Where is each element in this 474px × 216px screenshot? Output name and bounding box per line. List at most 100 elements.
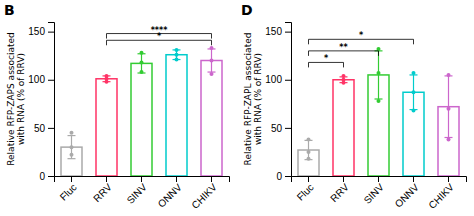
tick-mark: [413, 176, 414, 182]
figure: FlucRRVSINVONNVCHIKV050100150Relative RF…: [0, 0, 474, 216]
dot: [447, 73, 451, 77]
dot: [140, 51, 144, 55]
plot: Fluc RRV SINVONNVCHIKV 0 50 100 150Relative RF…: [243, 23, 467, 211]
dot: [307, 137, 311, 141]
tick: 100: [265, 74, 291, 85]
tick-mark: [48, 128, 54, 129]
tick-label: RRV: [91, 181, 114, 204]
error-bar: [68, 136, 76, 159]
tick-label: 50: [271, 123, 283, 134]
tick: ONNV: [393, 176, 421, 210]
panel: FlucRRVSINVONNVCHIKV050100150Relative RF…: [4, 2, 230, 211]
tick-label: SINV: [125, 181, 150, 206]
dot: [175, 58, 179, 62]
tick: SINV: [125, 176, 150, 206]
marks: [298, 39, 459, 176]
tick-mark: [378, 176, 379, 182]
tick-mark: [285, 176, 291, 177]
tick-label: 0: [276, 171, 282, 182]
bar: [201, 61, 222, 177]
tick-label: 100: [265, 74, 282, 85]
tick: 150: [28, 26, 54, 37]
y-axis-title: Relative RFP-ZAPL associatedwith RNA (% …: [243, 33, 263, 166]
tick-label: Fluc: [58, 182, 79, 203]
axis-line: [48, 23, 55, 177]
significance-label: *: [157, 32, 162, 41]
tick: Fluc: [295, 176, 316, 203]
tick: Fluc: [58, 176, 79, 203]
tick-label: SINV: [362, 181, 387, 206]
tick-label: 50: [34, 123, 46, 134]
y-axis: 0 50 100 150: [28, 23, 54, 182]
dot: [412, 109, 416, 113]
bar: [298, 150, 319, 176]
dot: [307, 157, 311, 161]
y-axis: 0 50 100 150: [265, 23, 291, 182]
tick-mark: [285, 32, 291, 33]
axis-line: [285, 23, 292, 177]
tick-mark: [308, 176, 309, 182]
tick: RRV: [91, 176, 114, 204]
dot: [70, 145, 74, 149]
dot: [210, 59, 214, 63]
plot: FlucRRVSINVONNVCHIKV050100150Relative RF…: [6, 23, 230, 211]
tick: 0: [276, 171, 291, 182]
tick-mark: [106, 176, 107, 182]
tick: CHIKV: [426, 176, 456, 211]
significance-label: **: [339, 43, 348, 52]
dot: [175, 48, 179, 52]
dot: [412, 71, 416, 75]
marks: [61, 34, 222, 176]
dot: [447, 107, 451, 111]
tick-label: ONNV: [156, 181, 184, 209]
tick-mark: [48, 32, 54, 33]
bar: [96, 79, 117, 176]
dot: [412, 90, 416, 94]
tick-mark: [48, 176, 54, 177]
tick: 150: [265, 26, 291, 37]
significance-label: *: [359, 31, 364, 40]
dot: [70, 153, 74, 157]
dot: [175, 53, 179, 57]
tick-mark: [285, 128, 291, 129]
error-cap: [68, 135, 76, 136]
tick-label: RRV: [328, 181, 351, 204]
dot: [377, 99, 381, 103]
tick: 100: [28, 74, 54, 85]
x-axis: Fluc RRV SINVONNVCHIKV: [292, 176, 467, 211]
tick-label: 150: [28, 26, 45, 37]
error-bar: [208, 49, 216, 72]
tick-mark: [141, 176, 142, 182]
dot: [342, 74, 346, 78]
error-bar: [410, 75, 418, 110]
panel: Fluc RRV SINVONNVCHIKV 0 50 100 150Relative RF…: [241, 2, 467, 211]
significance-label: *: [324, 54, 329, 63]
tick-mark: [343, 176, 344, 182]
error-cap: [68, 158, 76, 159]
tick-mark: [48, 80, 54, 81]
tick-mark: [285, 80, 291, 81]
panel-title: D: [241, 2, 253, 18]
tick-label: 100: [28, 74, 45, 85]
tick: 50: [271, 123, 291, 134]
bar: [131, 63, 152, 176]
axis-line: [292, 177, 467, 183]
tick-label: CHIKV: [189, 181, 219, 211]
dot: [447, 137, 451, 141]
x-axis: Fluc RRV SINVONNVCHIKV: [55, 176, 230, 211]
error-bar: [375, 51, 383, 99]
tick-mark: [176, 176, 177, 182]
tick-label: CHIKV: [426, 181, 456, 211]
panel-title: B: [4, 2, 15, 18]
tick: SINV: [362, 176, 387, 206]
dot: [105, 74, 109, 78]
error-bar: [445, 76, 453, 138]
tick: ONNV: [156, 176, 184, 210]
bar: [333, 80, 354, 176]
tick-label: 0: [39, 171, 45, 182]
dot: [140, 60, 144, 64]
tick-label: Fluc: [295, 182, 316, 203]
tick-mark: [71, 176, 72, 182]
dot: [210, 72, 214, 76]
dot: [140, 70, 144, 74]
